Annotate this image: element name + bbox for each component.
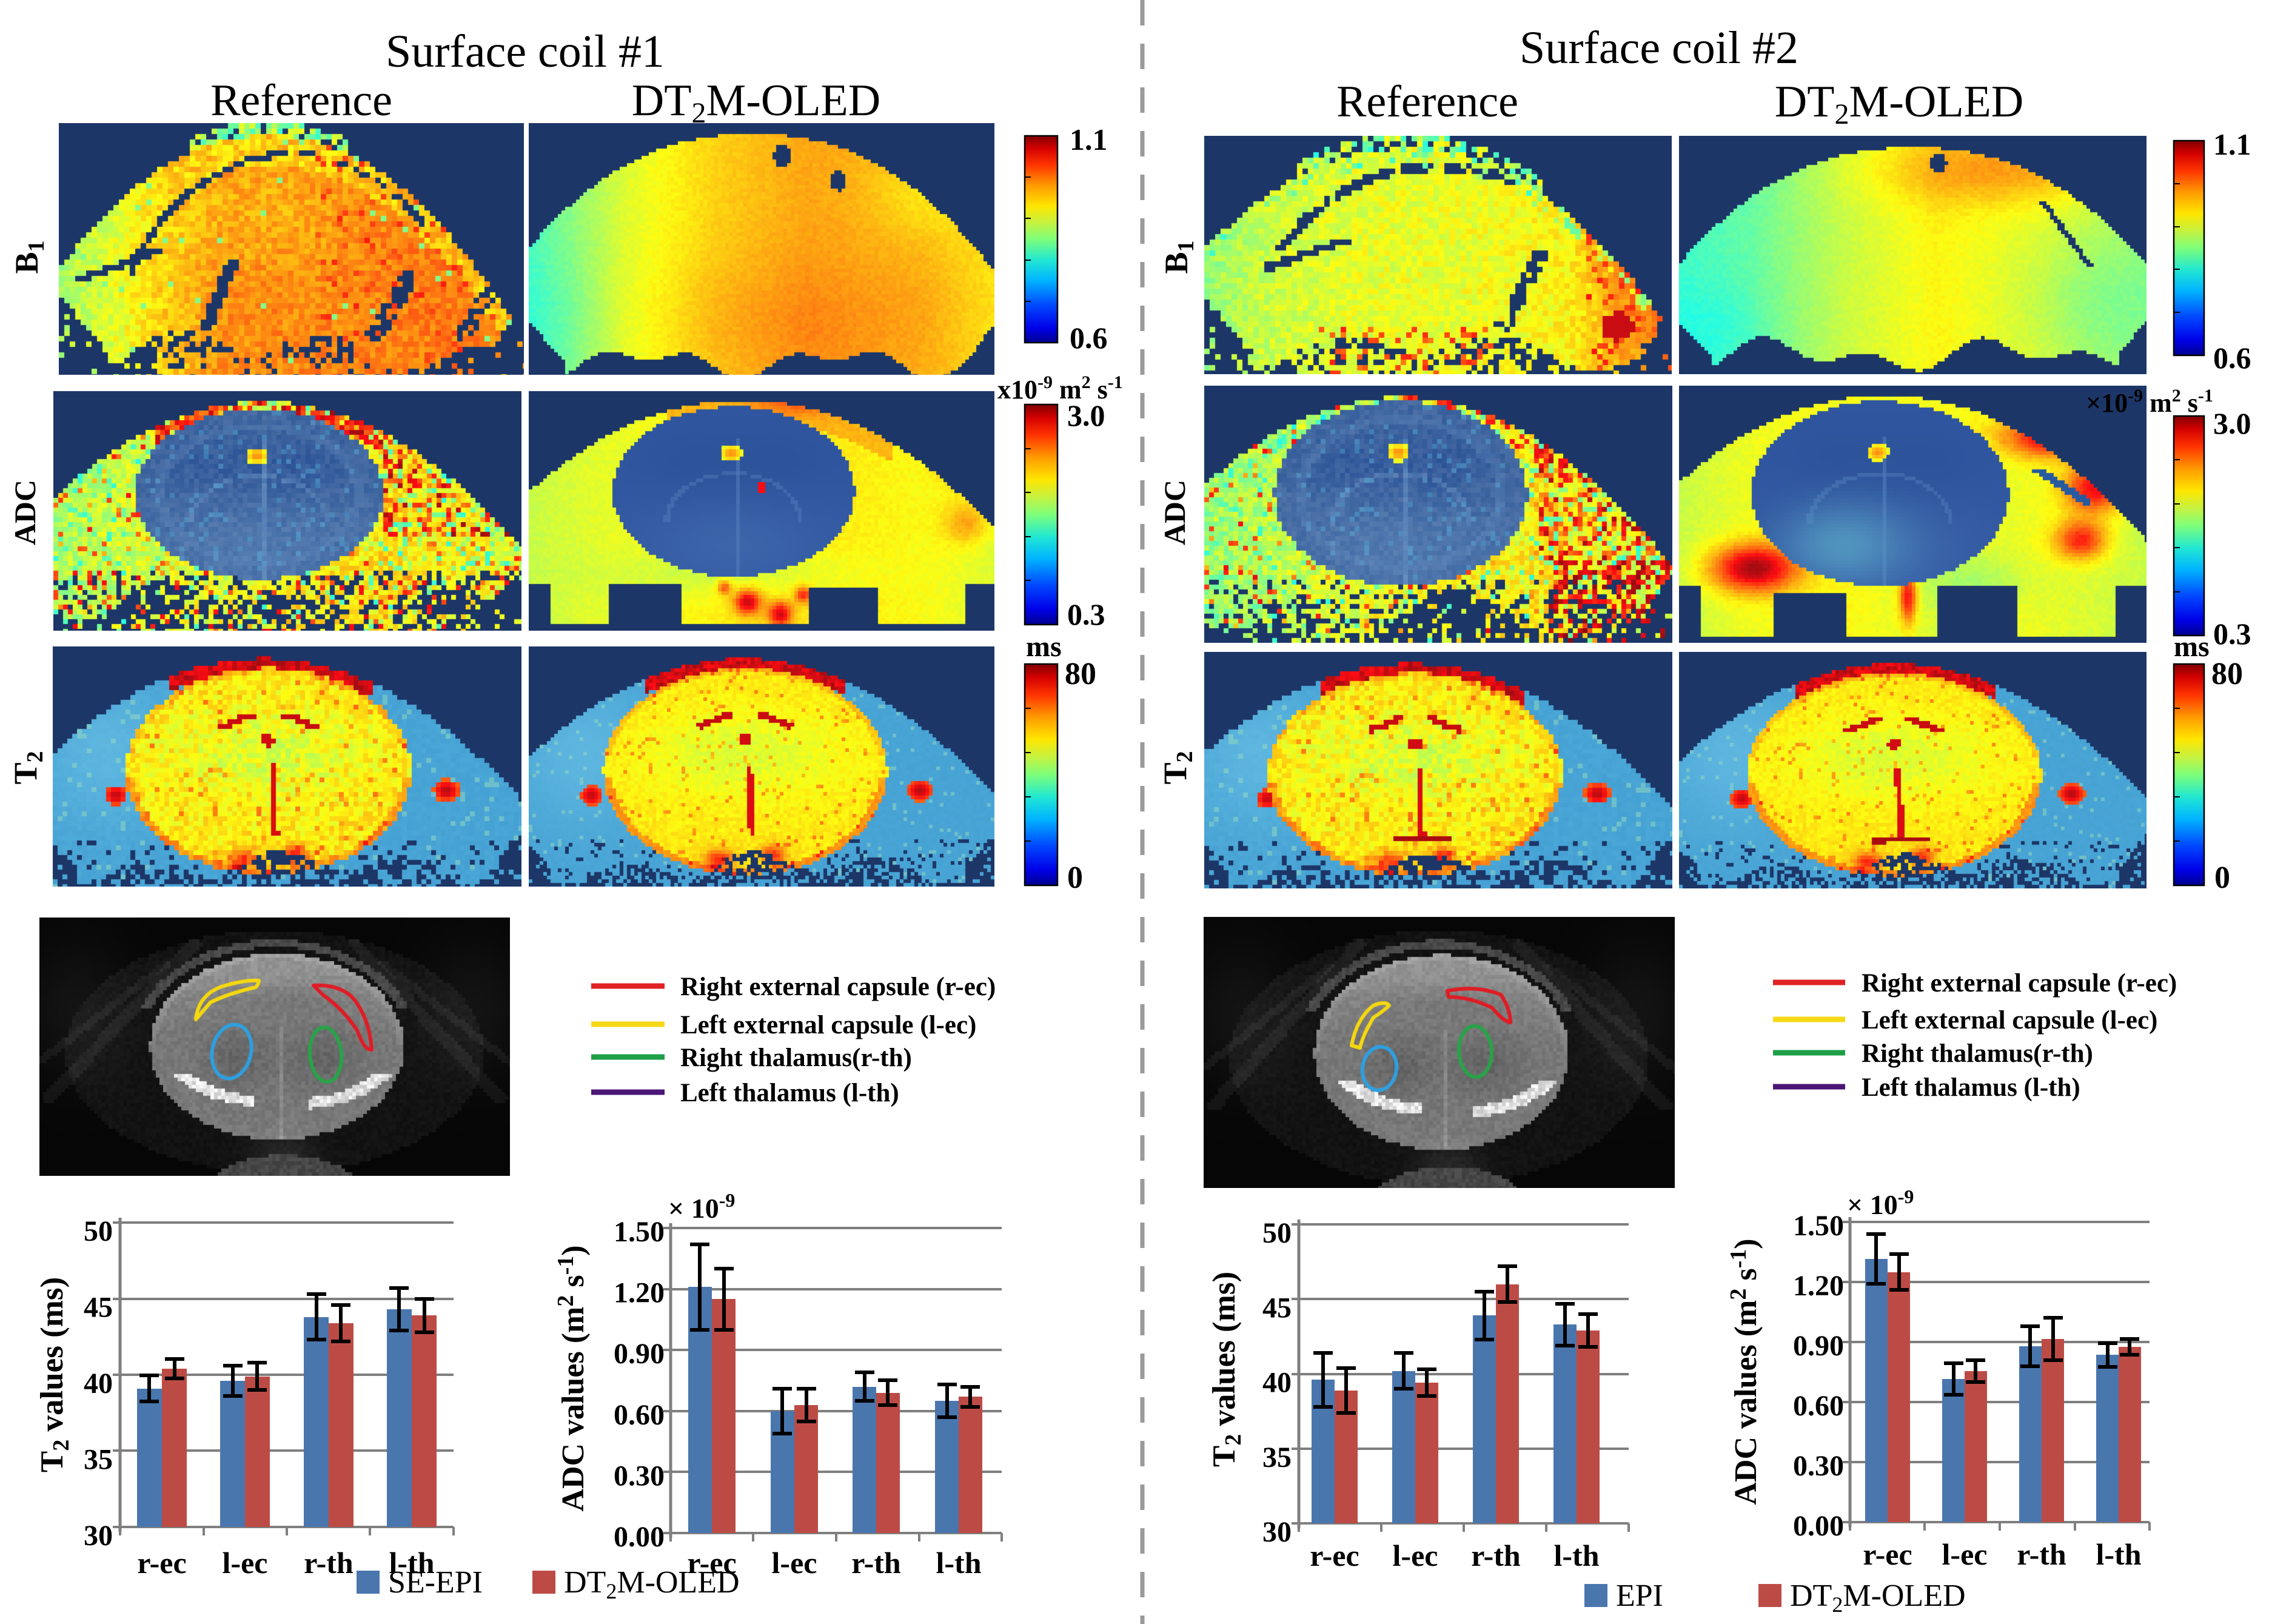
svg-text:T2: T2 — [1157, 751, 1198, 784]
svg-text:1.50: 1.50 — [1793, 1210, 1844, 1242]
svg-text:× 10-9: × 10-9 — [668, 1189, 735, 1224]
svg-text:r-th: r-th — [851, 1546, 901, 1580]
svg-text:l-th: l-th — [1554, 1538, 1600, 1572]
svg-text:Reference: Reference — [1336, 77, 1518, 127]
svg-text:DT2M-OLED: DT2M-OLED — [1790, 1579, 1966, 1617]
svg-text:Right thalamus(r-th): Right thalamus(r-th) — [680, 1044, 912, 1072]
svg-text:0.3: 0.3 — [2213, 617, 2251, 651]
svg-text:1.1: 1.1 — [1070, 122, 1108, 156]
svg-text:Left thalamus (l-th): Left thalamus (l-th) — [680, 1079, 899, 1107]
svg-text:×10-9 m2 s-1: ×10-9 m2 s-1 — [2086, 386, 2213, 418]
svg-text:50: 50 — [84, 1215, 113, 1247]
svg-text:1.20: 1.20 — [614, 1277, 665, 1309]
svg-text:0.6: 0.6 — [2213, 341, 2251, 375]
svg-text:x10-9 m2 s-1: x10-9 m2 s-1 — [997, 372, 1123, 404]
svg-text:Surface coil #2: Surface coil #2 — [1520, 22, 1798, 73]
svg-text:Left thalamus (l-th): Left thalamus (l-th) — [1862, 1073, 2080, 1102]
svg-text:r-ec: r-ec — [687, 1546, 736, 1580]
svg-text:l-ec: l-ec — [1942, 1537, 1988, 1571]
svg-text:DT2M-OLED: DT2M-OLED — [632, 76, 880, 129]
svg-text:B1: B1 — [8, 240, 49, 273]
svg-text:3.0: 3.0 — [2213, 406, 2251, 440]
svg-text:0.3: 0.3 — [1067, 597, 1105, 631]
svg-text:ADC values (m2 s-1): ADC values (m2 s-1) — [1726, 1238, 1763, 1505]
svg-text:SE-EPI: SE-EPI — [388, 1565, 483, 1600]
svg-text:50: 50 — [1262, 1217, 1292, 1249]
svg-text:40: 40 — [1262, 1367, 1292, 1399]
svg-text:T2 values (ms): T2 values (ms) — [35, 1277, 74, 1472]
svg-text:× 10-9: × 10-9 — [1847, 1186, 1914, 1220]
svg-text:T2: T2 — [7, 751, 48, 784]
svg-text:80: 80 — [1065, 657, 1096, 691]
svg-text:30: 30 — [1262, 1516, 1292, 1548]
svg-text:ms: ms — [2174, 631, 2210, 663]
svg-text:0.30: 0.30 — [1793, 1450, 1844, 1482]
svg-text:l-th: l-th — [936, 1546, 982, 1580]
svg-text:0: 0 — [1067, 861, 1083, 895]
svg-text:0.6: 0.6 — [1070, 321, 1108, 355]
svg-text:r-ec: r-ec — [137, 1546, 186, 1580]
svg-text:Right external capsule (r-ec): Right external capsule (r-ec) — [680, 973, 996, 1001]
svg-text:45: 45 — [1262, 1292, 1292, 1324]
svg-text:r-ec: r-ec — [1310, 1538, 1359, 1572]
svg-text:0: 0 — [2214, 861, 2230, 895]
svg-text:3.0: 3.0 — [1067, 398, 1105, 432]
svg-text:0.00: 0.00 — [614, 1521, 665, 1553]
svg-text:l-ec: l-ec — [772, 1546, 817, 1580]
svg-text:Right external capsule (r-ec): Right external capsule (r-ec) — [1862, 969, 2177, 998]
svg-text:T2 values (ms): T2 values (ms) — [1207, 1272, 1246, 1467]
svg-text:1.20: 1.20 — [1793, 1270, 1844, 1302]
svg-text:ADC values (m2 s-1): ADC values (m2 s-1) — [553, 1245, 591, 1511]
svg-text:0.60: 0.60 — [1793, 1390, 1844, 1422]
svg-text:30: 30 — [84, 1520, 113, 1552]
svg-text:35: 35 — [1262, 1441, 1292, 1474]
svg-text:ms: ms — [1026, 631, 1062, 663]
svg-text:1.1: 1.1 — [2213, 127, 2251, 161]
svg-text:0.30: 0.30 — [614, 1460, 665, 1492]
svg-text:r-ec: r-ec — [1863, 1537, 1912, 1571]
svg-text:Surface coil #1: Surface coil #1 — [386, 26, 665, 77]
svg-text:0.90: 0.90 — [614, 1338, 665, 1370]
svg-text:80: 80 — [2211, 657, 2243, 691]
svg-text:ADC: ADC — [1158, 480, 1191, 545]
svg-text:Reference: Reference — [210, 76, 392, 126]
svg-text:l-ec: l-ec — [223, 1546, 268, 1580]
svg-text:45: 45 — [84, 1292, 113, 1324]
svg-text:l-th: l-th — [2096, 1537, 2142, 1571]
svg-text:0.90: 0.90 — [1793, 1330, 1844, 1362]
svg-text:l-th: l-th — [389, 1546, 435, 1580]
svg-text:l-ec: l-ec — [1393, 1538, 1438, 1572]
svg-text:r-th: r-th — [1471, 1538, 1521, 1572]
svg-text:EPI: EPI — [1616, 1579, 1663, 1613]
svg-text:ADC: ADC — [8, 480, 42, 545]
svg-text:DT2M-OLED: DT2M-OLED — [1775, 77, 2023, 130]
svg-text:B1: B1 — [1158, 240, 1199, 273]
svg-text:Left external capsule (l-ec): Left external capsule (l-ec) — [680, 1011, 976, 1039]
svg-text:Left external capsule (l-ec): Left external capsule (l-ec) — [1862, 1006, 2157, 1035]
svg-text:r-th: r-th — [2017, 1537, 2066, 1571]
svg-text:0.60: 0.60 — [614, 1399, 665, 1431]
svg-text:DT2M-OLED: DT2M-OLED — [564, 1565, 740, 1603]
svg-text:35: 35 — [84, 1444, 113, 1476]
svg-text:Right thalamus(r-th): Right thalamus(r-th) — [1862, 1039, 2093, 1068]
svg-text:0.00: 0.00 — [1793, 1510, 1844, 1542]
svg-text:r-th: r-th — [304, 1546, 354, 1580]
svg-text:40: 40 — [84, 1367, 113, 1400]
svg-text:1.50: 1.50 — [614, 1216, 665, 1248]
